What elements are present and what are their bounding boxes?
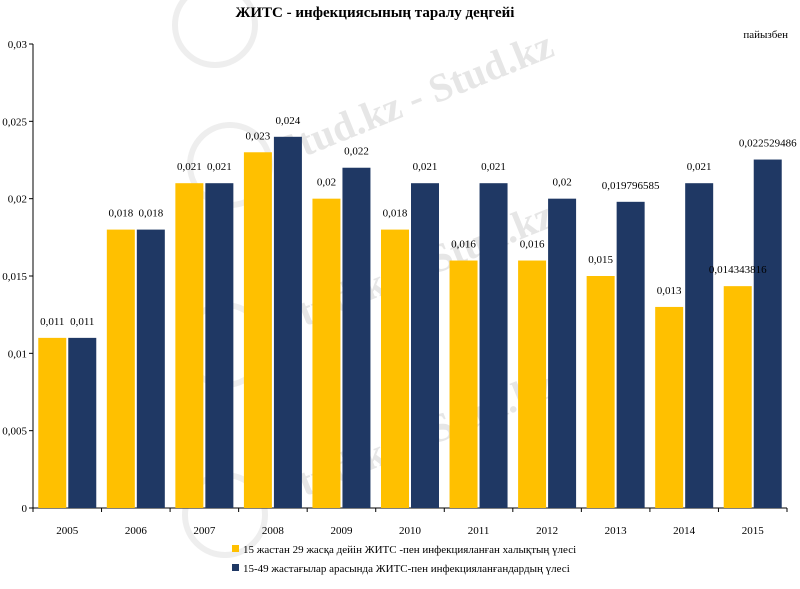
axes: 0 0,005 0,01 0,015 0,02 0,025 0,03 2005 2006 2007…: [2, 39, 788, 537]
bar-series2-2007: [205, 183, 234, 508]
bar-series1-2008: [243, 152, 272, 508]
bar-series1-2007: [175, 183, 204, 508]
bar-series1-2009: [312, 198, 341, 508]
x-tick-label: 2012: [536, 525, 558, 537]
x-tick-label: 2011: [468, 525, 490, 537]
watermark-logo: [172, 0, 258, 68]
data-label: 0,011: [70, 316, 94, 328]
bar-series2-2008: [273, 136, 302, 509]
data-labels: 0,011 0,018 0,021 0,023 0,02 0,018 0,016 0,016 0…: [40, 115, 797, 328]
y-tick-label: 0: [22, 503, 28, 515]
data-label: 0,011: [40, 316, 64, 328]
bar-series1-2011: [449, 260, 478, 508]
data-label: 0,013: [657, 285, 682, 297]
legend-label-1: 15 жастан 29 жасқа дейін ЖИТС -пен инфек…: [243, 544, 576, 556]
y-tick-label: 0,005: [2, 426, 27, 438]
bar-series1-2012: [518, 260, 547, 508]
data-label: 0,02: [317, 177, 336, 189]
bar-series1-2014: [655, 306, 684, 508]
data-label: 0,024: [276, 115, 301, 127]
x-tick-label: 2013: [605, 525, 628, 537]
y-tick-label: 0,02: [8, 194, 27, 206]
bar-series1-2005: [38, 337, 67, 508]
y-tick-label: 0,03: [8, 39, 28, 51]
y-tick-label: 0,015: [2, 271, 27, 283]
bar-series1-2015: [723, 286, 752, 508]
bar-series1-2010: [381, 229, 409, 508]
data-label: 0,022: [344, 146, 369, 158]
x-tick-label: 2007: [193, 525, 216, 537]
legend-swatch-1: [232, 545, 239, 552]
bar-series1-2006: [106, 229, 135, 508]
x-tick-label: 2008: [262, 525, 285, 537]
data-label: 0,022529486: [739, 138, 797, 150]
data-label: 0,021: [413, 161, 438, 173]
x-tick-label: 2015: [742, 525, 765, 537]
data-label: 0,018: [138, 208, 163, 220]
x-tick-label: 2009: [330, 525, 353, 537]
data-label: 0,023: [246, 130, 271, 142]
x-tick-label: 2005: [56, 525, 79, 537]
legend-label-2: 15-49 жастағылар арасында ЖИТС-пен инфек…: [243, 563, 570, 575]
data-label: 0,02: [552, 177, 571, 189]
bar-series2-2014: [685, 183, 714, 508]
bar-series2-2009: [342, 167, 371, 508]
bar-series2-2012: [548, 198, 577, 508]
data-label: 0,021: [207, 161, 232, 173]
legend-swatch-2: [232, 564, 239, 571]
bars: [38, 136, 782, 509]
bar-series2-2006: [136, 229, 165, 508]
bar-series2-2010: [411, 183, 439, 508]
x-tick-label: 2014: [673, 525, 696, 537]
bar-series2-2013: [616, 201, 645, 509]
data-label: 0,019796585: [602, 180, 660, 192]
legend: 15 жастан 29 жасқа дейін ЖИТС -пен инфек…: [232, 544, 576, 575]
bar-series1-2013: [586, 276, 615, 508]
data-label: 0,015: [588, 254, 613, 266]
unit-label: пайызбен: [743, 29, 788, 41]
bar-series2-2005: [68, 337, 97, 508]
data-label: 0,021: [687, 161, 712, 173]
chart-title: ЖИТС - инфекциясының таралу деңгейі: [236, 5, 515, 21]
x-tick-label: 2006: [125, 525, 148, 537]
data-label: 0,021: [481, 161, 506, 173]
data-label: 0,014343816: [709, 264, 767, 276]
y-tick-label: 0,025: [2, 116, 27, 128]
x-tick-label: 2010: [399, 525, 422, 537]
data-label: 0,016: [520, 239, 545, 251]
data-label: 0,021: [177, 161, 202, 173]
watermark-text: Stud.kz - Stud.kz: [270, 22, 559, 174]
data-label: 0,016: [451, 239, 476, 251]
data-label: 0,018: [383, 208, 408, 220]
bar-series2-2015: [753, 159, 782, 508]
bar-series2-2011: [479, 183, 508, 508]
y-tick-label: 0,01: [8, 348, 27, 360]
data-label: 0,018: [108, 208, 133, 220]
